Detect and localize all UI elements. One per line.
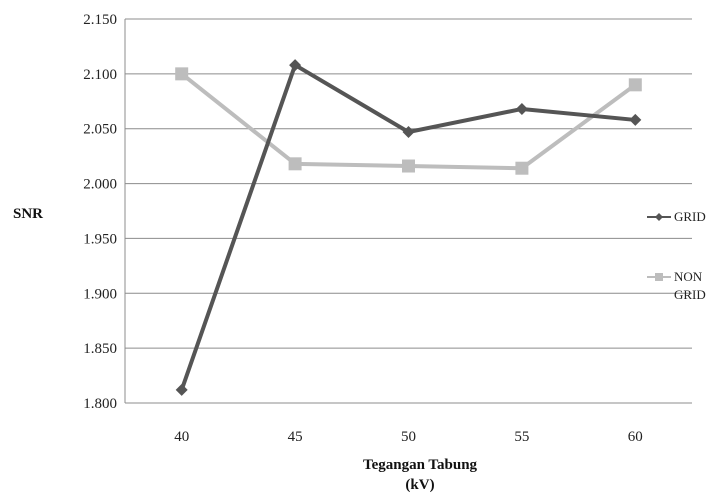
- legend-label: NON: [674, 269, 703, 284]
- data-point-square: [515, 161, 529, 175]
- y-tick-label: 2.100: [83, 67, 117, 83]
- x-tick-labels: 40 45 50 55 60: [174, 429, 643, 445]
- y-tick-label: 2.150: [83, 12, 117, 28]
- series-0: [175, 59, 642, 396]
- data-point-diamond: [289, 59, 302, 72]
- y-axis-title: SNR: [13, 206, 43, 222]
- data-point-square: [175, 67, 189, 81]
- data-point-diamond: [515, 102, 528, 115]
- data-point-square: [402, 159, 415, 173]
- legend: GRID NON GRID: [647, 209, 706, 302]
- data-point-diamond: [629, 113, 642, 126]
- x-tick-label: 40: [174, 429, 189, 445]
- series-line: [179, 63, 636, 391]
- data-point-square: [628, 78, 642, 92]
- legend-label: GRID: [674, 209, 706, 224]
- y-tick-label: 1.950: [83, 231, 117, 247]
- data-point-diamond: [175, 383, 188, 396]
- x-tick-label: 45: [288, 429, 303, 445]
- y-tick-label: 1.850: [83, 341, 117, 357]
- data-point-diamond: [655, 213, 663, 221]
- x-tick-label: 50: [401, 429, 416, 445]
- series-line: [180, 72, 637, 171]
- y-tick-label: 1.900: [83, 286, 117, 302]
- legend-item: GRID: [647, 209, 706, 224]
- y-tick-label: 2.000: [83, 177, 117, 193]
- legend-item: NON GRID: [647, 269, 706, 302]
- series-group: [175, 59, 642, 396]
- y-tick-label: 2.050: [83, 122, 117, 138]
- data-point-square: [288, 157, 302, 171]
- series-1: [175, 67, 642, 175]
- x-tick-label: 55: [514, 429, 529, 445]
- y-tick-labels: 1.800 1.850 1.900 1.950 2.000 2.050 2.100 2.150: [83, 12, 117, 412]
- legend-label: GRID: [674, 287, 706, 302]
- x-axis-title-line-2: (kV): [405, 477, 434, 493]
- data-point-diamond: [402, 126, 415, 139]
- x-tick-label: 60: [628, 429, 643, 445]
- data-point-square: [655, 273, 663, 281]
- x-axis-title-line-1: Tegangan Tabung: [363, 457, 478, 473]
- gridlines: [124, 18, 692, 404]
- y-tick-label: 1.800: [83, 396, 117, 412]
